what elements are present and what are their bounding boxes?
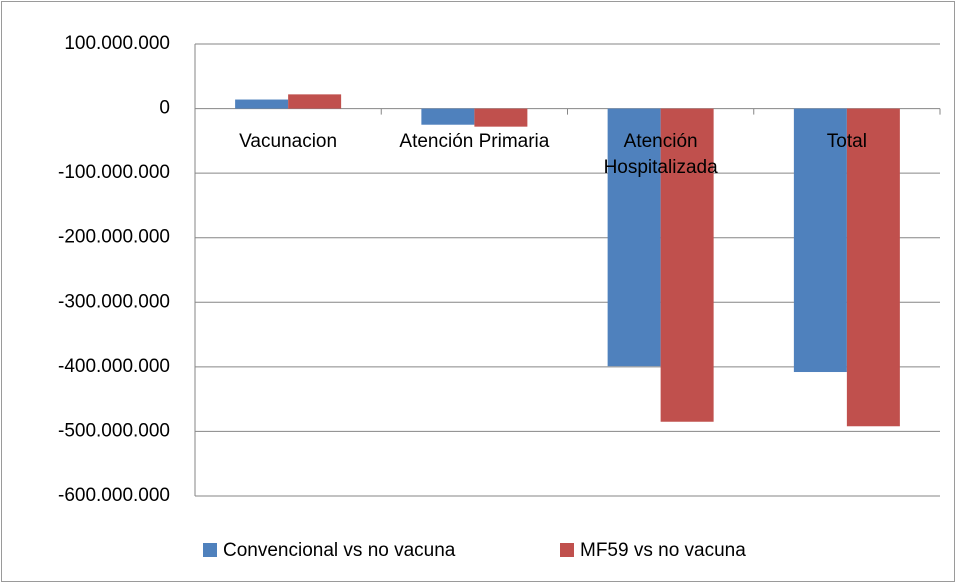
y-tick-label: -600.000.000 xyxy=(58,485,170,506)
bar xyxy=(846,108,900,427)
legend-swatch xyxy=(560,543,574,557)
bar xyxy=(607,108,661,367)
bar xyxy=(793,108,847,373)
y-tick-label: 0 xyxy=(159,98,170,119)
bar xyxy=(288,94,342,109)
x-tick-label: Atención Hospitalizada xyxy=(603,130,718,178)
x-tick-label: Total xyxy=(826,130,867,152)
y-tick-label: -100.000.000 xyxy=(58,162,170,183)
bar xyxy=(474,108,528,127)
bar xyxy=(235,99,289,109)
legend-label: Convencional vs no vacuna xyxy=(223,540,456,561)
legend-label: MF59 vs no vacuna xyxy=(580,540,746,561)
x-tick-label: Atención Primaria xyxy=(399,130,550,152)
x-tick-label: Vacunacion xyxy=(239,130,338,152)
legend-swatch xyxy=(203,543,217,557)
bar xyxy=(660,108,714,422)
y-tick-label: 100.000.000 xyxy=(64,33,170,54)
y-tick-label: -200.000.000 xyxy=(58,227,170,248)
bar xyxy=(421,108,475,125)
y-tick-label: -300.000.000 xyxy=(58,291,170,312)
y-tick-label: -400.000.000 xyxy=(58,356,170,377)
y-tick-label: -500.000.000 xyxy=(58,420,170,441)
